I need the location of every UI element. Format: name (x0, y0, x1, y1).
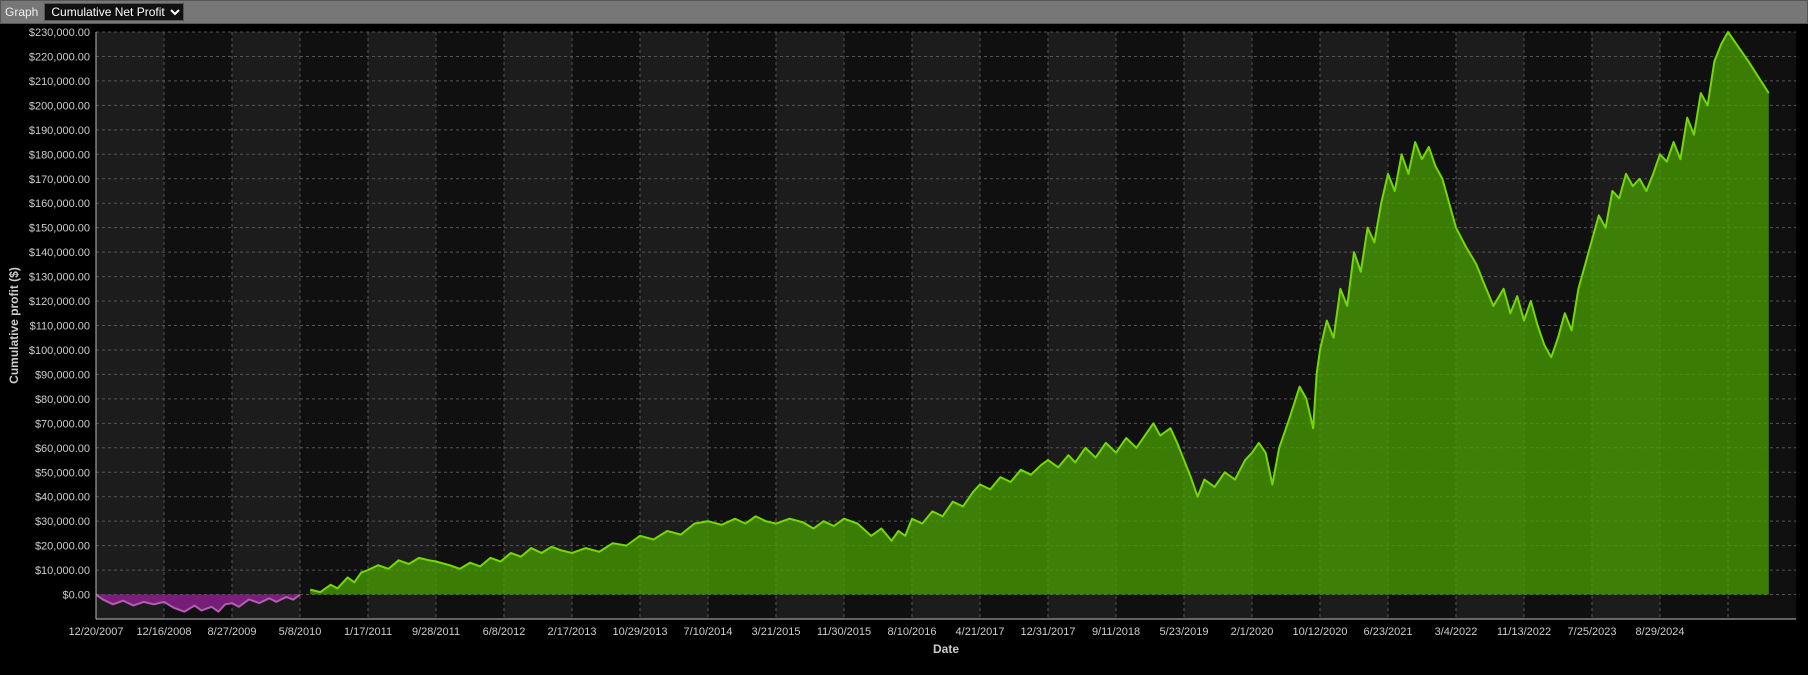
y-tick-label: $90,000.00 (35, 369, 90, 381)
y-tick-label: $130,000.00 (29, 272, 90, 284)
y-tick-label: $170,000.00 (29, 174, 90, 186)
x-tick-label: 6/23/2021 (1364, 626, 1413, 638)
x-tick-label: 7/10/2014 (684, 626, 733, 638)
x-tick-label: 12/20/2007 (68, 626, 123, 638)
y-tick-label: $0.00 (62, 590, 90, 602)
x-tick-label: 3/21/2015 (752, 626, 801, 638)
x-tick-label: 11/30/2015 (817, 626, 871, 638)
x-tick-label: 9/28/2011 (412, 626, 460, 638)
x-tick-label: 12/31/2017 (1020, 626, 1075, 638)
y-tick-label: $210,000.00 (29, 76, 90, 88)
chart-container: $0.00 $10,000.00 $20,000.00 $30,000.00 $40,0… (0, 24, 1808, 675)
y-tick-label: $50,000.00 (35, 467, 90, 479)
y-tick-label: $20,000.00 (35, 541, 90, 553)
x-tick-label: 5/8/2010 (279, 626, 322, 638)
x-tick-label: 11/13/2022 (1497, 626, 1551, 638)
x-tick-label: 4/21/2017 (956, 626, 1005, 638)
x-tick-label: 12/16/2008 (136, 626, 191, 638)
y-tick-label: $120,000.00 (29, 296, 90, 308)
y-tick-label: $230,000.00 (29, 27, 90, 39)
y-tick-label: $80,000.00 (35, 394, 90, 406)
y-tick-label: $40,000.00 (35, 492, 90, 504)
x-tick-label: 3/4/2022 (1435, 626, 1478, 638)
x-tick-label: 9/11/2018 (1092, 626, 1140, 638)
x-tick-label: 10/12/2020 (1292, 626, 1347, 638)
y-tick-label: $70,000.00 (35, 418, 90, 430)
y-axis-title: Cumulative profit ($) (7, 267, 21, 384)
y-tick-label: $60,000.00 (35, 443, 90, 455)
cumulative-profit-chart: $0.00 $10,000.00 $20,000.00 $30,000.00 $40,0… (0, 24, 1808, 675)
toolbar-label: Graph (5, 5, 38, 19)
x-tick-label: 1/17/2011 (344, 626, 392, 638)
x-tick-label: 7/25/2023 (1568, 626, 1617, 638)
x-tick-label: 10/29/2013 (612, 626, 667, 638)
chart-toolbar: Graph Cumulative Net Profit (0, 0, 1808, 24)
y-tick-label: $10,000.00 (35, 565, 90, 577)
x-tick-label: 5/23/2019 (1160, 626, 1209, 638)
y-tick-label: $100,000.00 (29, 345, 90, 357)
y-tick-label: $200,000.00 (29, 100, 90, 112)
y-tick-label: $30,000.00 (35, 516, 90, 528)
y-tick-label: $220,000.00 (29, 51, 90, 63)
x-tick-label: 2/1/2020 (1231, 626, 1274, 638)
y-tick-label: $110,000.00 (30, 321, 90, 333)
x-tick-label: 8/27/2009 (208, 626, 257, 638)
y-tick-label: $160,000.00 (29, 198, 90, 210)
x-tick-label: 6/8/2012 (483, 626, 526, 638)
x-tick-label: 8/29/2024 (1636, 626, 1685, 638)
x-tick-label: 2/17/2013 (548, 626, 597, 638)
x-axis-title: Date (933, 642, 959, 656)
graph-type-select[interactable]: Cumulative Net Profit (44, 3, 184, 21)
y-tick-label: $190,000.00 (29, 125, 90, 137)
y-tick-label: $180,000.00 (29, 149, 90, 161)
x-tick-label: 8/10/2016 (888, 626, 937, 638)
y-tick-label: $150,000.00 (29, 223, 90, 235)
y-tick-label: $140,000.00 (29, 247, 90, 259)
